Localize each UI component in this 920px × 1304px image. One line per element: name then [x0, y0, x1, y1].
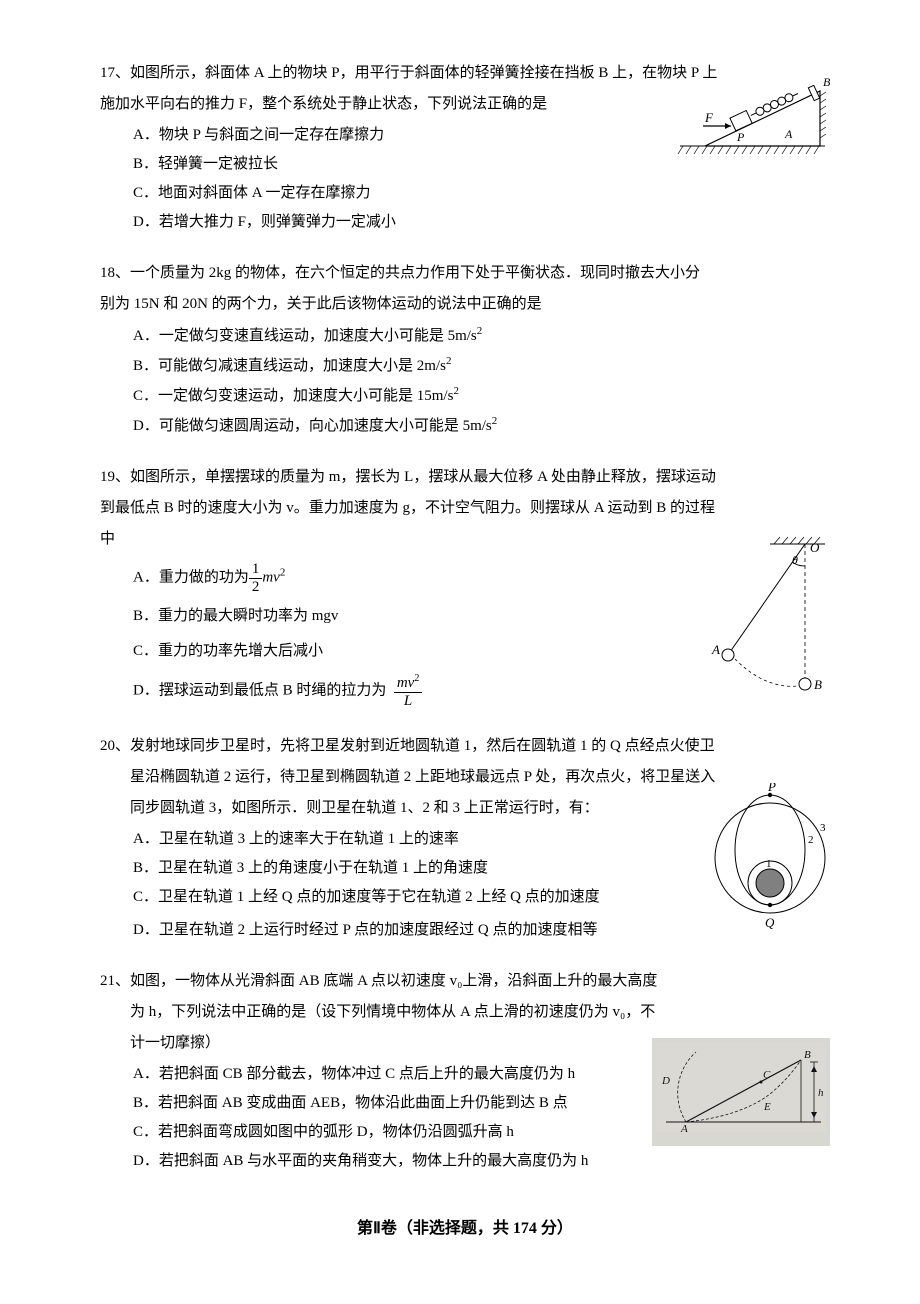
- q18-opt-a: A．一定做匀变速直线运动，加速度大小可能是 5m/s2: [133, 322, 830, 350]
- svg-text:P: P: [767, 783, 776, 794]
- svg-text:E: E: [763, 1101, 771, 1113]
- svg-text:B: B: [804, 1049, 811, 1061]
- q17-opt-d: D．若增大推力 F，则弹簧弹力一定减小: [133, 209, 830, 236]
- question-19: O θ A B 19、如图所示，单摆摆球的质量为 m，摆长为 L，摆球从最大位移…: [100, 464, 830, 709]
- svg-text:1: 1: [766, 858, 772, 870]
- svg-text:θ: θ: [792, 553, 798, 567]
- q21-stem-line2: 为 h，下列说法中正确的是（设下列情境中物体从 A 点上滑的初速度仍为 v₀，不: [100, 999, 830, 1026]
- svg-text:A: A: [711, 642, 720, 657]
- question-20: P Q 1 2 3 20、发射地球同步卫星时，先将卫星发射到近地圆轨道 1，然后…: [100, 733, 830, 944]
- q18-opt-d: D．可能做匀速圆周运动，向心加速度大小可能是 5m/s2: [133, 412, 830, 440]
- question-21: A B C D E h 21、如图，一物体从光滑斜面 AB 底端 A 点以初速度…: [100, 968, 830, 1175]
- svg-text:O: O: [810, 540, 820, 555]
- q21-opt-d: D．若把斜面 AB 与水平面的夹角稍变大，物体上升的最大高度仍为 h: [133, 1148, 830, 1175]
- q19-figure: O θ A B: [710, 534, 830, 704]
- q20-figure: P Q 1 2 3: [710, 783, 830, 943]
- q21-stem-line1: 21、如图，一物体从光滑斜面 AB 底端 A 点以初速度 v₀上滑，沿斜面上升的…: [100, 968, 830, 995]
- q19-stem-line2: 到最低点 B 时的速度大小为 v。重力加速度为 g，不计空气阻力。则摆球从 A …: [100, 495, 830, 522]
- q18-stem-line1: 18、一个质量为 2kg 的物体，在六个恒定的共点力作用下处于平衡状态．现同时撤…: [100, 260, 830, 287]
- svg-text:h: h: [818, 1087, 824, 1099]
- svg-text:Q: Q: [765, 915, 775, 930]
- q19-stem-line1: 19、如图所示，单摆摆球的质量为 m，摆长为 L，摆球从最大位移 A 处由静止释…: [100, 464, 830, 491]
- svg-text:B: B: [823, 76, 830, 89]
- q18-opt-c: C．一定做匀变速运动，加速度大小可能是 15m/s2: [133, 382, 830, 410]
- section-2-title: 第Ⅱ卷（非选择题，共 174 分）: [100, 1215, 830, 1244]
- svg-text:F: F: [704, 110, 714, 125]
- q18-options: A．一定做匀变速直线运动，加速度大小可能是 5m/s2 B．可能做匀减速直线运动…: [100, 322, 830, 440]
- q21-figure: A B C D E h: [652, 1038, 830, 1146]
- svg-text:3: 3: [820, 822, 826, 834]
- svg-text:A: A: [784, 127, 793, 141]
- q17-figure: F P A B: [675, 76, 830, 168]
- q18-stem-line2: 别为 15N 和 20N 的两个力，关于此后该物体运动的说法中正确的是: [100, 291, 830, 318]
- question-17: F P A B 17、如图所示，斜面体 A 上的物块 P，用平行于斜面体的轻弹簧…: [100, 60, 830, 236]
- svg-text:D: D: [661, 1075, 670, 1087]
- svg-text:A: A: [680, 1123, 688, 1132]
- svg-text:2: 2: [808, 834, 814, 846]
- question-18: 18、一个质量为 2kg 的物体，在六个恒定的共点力作用下处于平衡状态．现同时撤…: [100, 260, 830, 440]
- svg-text:C: C: [763, 1069, 771, 1081]
- svg-text:P: P: [736, 130, 745, 144]
- svg-text:B: B: [814, 677, 822, 692]
- q18-opt-b: B．可能做匀减速直线运动，加速度大小是 2m/s2: [133, 352, 830, 380]
- q17-opt-c: C．地面对斜面体 A 一定存在摩擦力: [133, 180, 830, 207]
- q20-stem-line1: 20、发射地球同步卫星时，先将卫星发射到近地圆轨道 1，然后在圆轨道 1 的 Q…: [100, 733, 830, 760]
